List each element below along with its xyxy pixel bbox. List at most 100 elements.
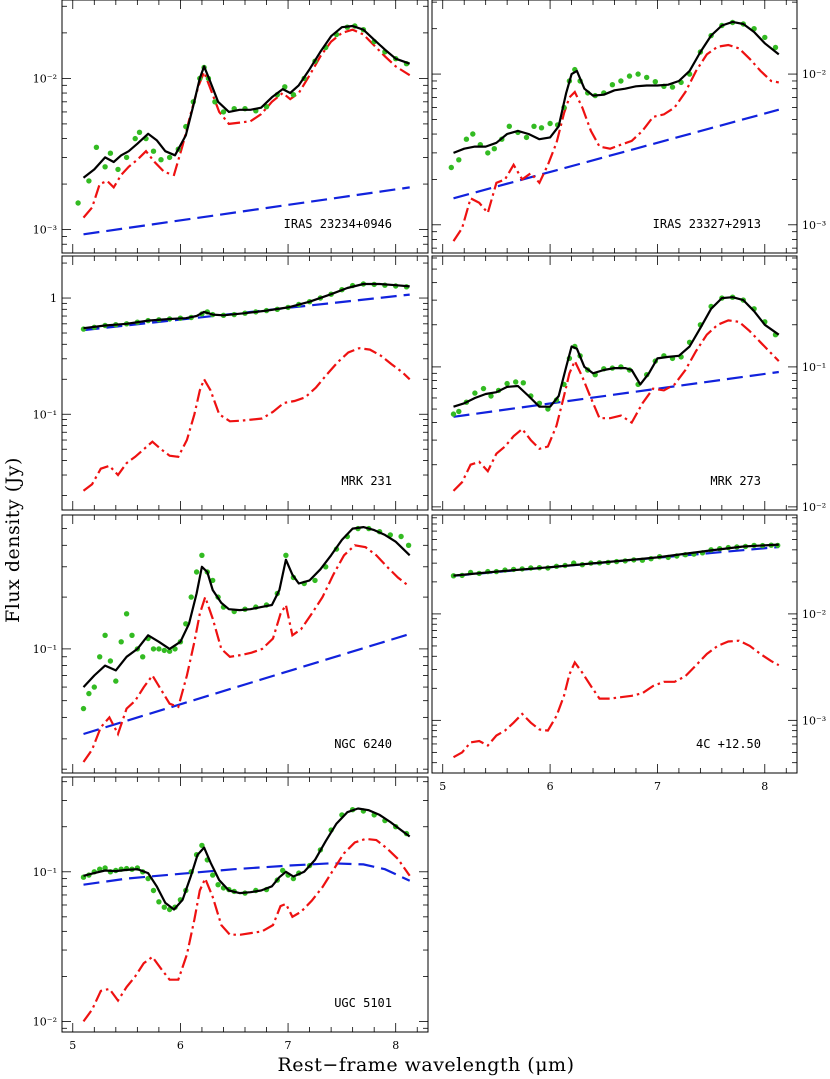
data-point xyxy=(450,411,457,417)
data-point xyxy=(102,164,108,170)
continuum-line xyxy=(453,370,779,418)
continuum-line xyxy=(453,108,780,200)
x-tick-label: 8 xyxy=(392,1039,399,1052)
pah-line xyxy=(452,319,780,492)
panel-plot-area xyxy=(80,281,411,492)
y-tick-label: 10⁻² xyxy=(33,72,57,85)
x-tick-label: 7 xyxy=(285,1039,292,1052)
data-point xyxy=(491,146,497,152)
data-point xyxy=(132,135,138,142)
panel-ngc-6240: 10⁻¹ NGC 6240 xyxy=(33,514,429,774)
y-tick-label: 1 xyxy=(50,292,57,305)
data-point xyxy=(290,875,297,882)
data-point xyxy=(123,154,130,161)
data-point xyxy=(506,123,512,129)
data-point xyxy=(75,200,81,206)
panel-mrk-273: 10⁻² 10⁻¹ MRK 273 xyxy=(431,255,826,514)
data-point xyxy=(470,131,476,137)
data-point xyxy=(80,705,87,712)
data-point xyxy=(107,658,114,664)
panel-plot-area xyxy=(80,525,412,763)
data-point xyxy=(405,542,412,548)
pah-line xyxy=(82,28,411,219)
data-point xyxy=(282,84,288,90)
data-point xyxy=(86,690,92,697)
data-point xyxy=(485,150,491,156)
data-point xyxy=(762,34,768,41)
panel-mrk-231: 10⁻¹ 1 MRK 231 xyxy=(33,255,429,511)
data-point xyxy=(136,129,143,135)
panel-label: UGC 5101 xyxy=(334,996,392,1010)
data-point xyxy=(290,92,297,98)
y-tick-label: 10⁻¹ xyxy=(33,866,57,879)
panel-iras-23327-2913: 10⁻³ 10⁻² IRAS 23327+2913 xyxy=(431,0,826,254)
panel-plot-area xyxy=(75,23,411,236)
data-point xyxy=(398,533,404,540)
continuum-line xyxy=(83,632,411,736)
data-point xyxy=(618,78,624,84)
data-point xyxy=(609,82,616,88)
data-point xyxy=(463,136,470,142)
data-point xyxy=(140,654,146,660)
y-tick-label: 10⁻³ xyxy=(33,224,57,237)
y-tick-label: 10⁻² xyxy=(802,68,826,81)
y-tick-label: 10⁻¹ xyxy=(33,408,57,421)
data-point xyxy=(456,408,462,415)
y-tick-label: 10⁻² xyxy=(802,501,826,514)
fit-line xyxy=(83,807,411,911)
x-tick-label: 5 xyxy=(69,1039,76,1052)
data-point xyxy=(150,646,157,652)
data-point xyxy=(547,120,553,127)
panel-frame xyxy=(61,514,429,774)
data-point xyxy=(161,904,167,910)
data-point xyxy=(129,632,135,638)
panel-label: IRAS 23327+2913 xyxy=(653,217,761,231)
data-point xyxy=(150,148,157,154)
fit-line xyxy=(83,282,410,330)
pah-line xyxy=(452,43,779,242)
panel-plot-area xyxy=(448,19,780,242)
panel-iras-23234-0946: 10⁻³ 10⁻² IRAS 23234+0946 xyxy=(33,0,429,254)
data-point xyxy=(91,684,98,690)
data-point xyxy=(472,390,478,396)
data-point xyxy=(118,639,124,645)
panel-frame xyxy=(431,514,798,774)
data-point xyxy=(199,842,205,849)
fit-line xyxy=(453,296,780,408)
data-point xyxy=(220,109,227,115)
data-point xyxy=(263,104,270,110)
data-point xyxy=(93,144,100,150)
data-point xyxy=(156,899,162,905)
data-point xyxy=(123,611,130,617)
data-point xyxy=(504,380,510,387)
panel-plot-area xyxy=(450,294,780,492)
data-point xyxy=(86,178,92,184)
data-point xyxy=(520,380,526,386)
data-point xyxy=(145,875,151,882)
data-point xyxy=(635,71,641,77)
fit-line xyxy=(453,543,779,577)
data-point xyxy=(652,79,658,85)
data-point xyxy=(166,648,173,654)
data-point xyxy=(523,134,530,141)
y-tick-label: 10⁻¹ xyxy=(33,643,57,656)
data-point xyxy=(102,865,108,871)
pah-line xyxy=(82,347,411,492)
y-tick-label: 10⁻³ xyxy=(802,219,826,232)
data-point xyxy=(280,867,286,874)
panel-plot-area xyxy=(450,542,781,759)
data-point xyxy=(480,385,487,392)
data-point xyxy=(538,125,545,131)
panel-frame xyxy=(431,255,798,511)
panel-plot-area xyxy=(80,807,411,1023)
data-point xyxy=(626,73,633,79)
data-point xyxy=(199,552,205,558)
y-tick-label: 10⁻² xyxy=(802,608,826,621)
continuum-line xyxy=(83,862,411,886)
data-point xyxy=(188,594,194,600)
x-tick-label: 6 xyxy=(177,1039,184,1052)
y-tick-label: 10⁻¹ xyxy=(802,361,826,374)
data-point xyxy=(210,872,216,878)
continuum-line xyxy=(83,186,410,236)
